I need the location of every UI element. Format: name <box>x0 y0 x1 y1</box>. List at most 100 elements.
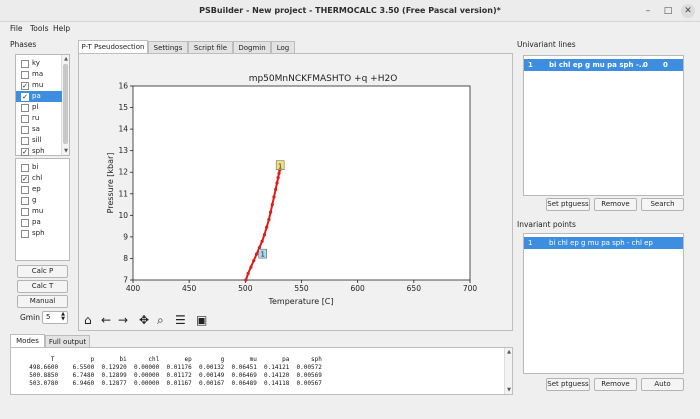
phase-item-b-bi-checkbox[interactable] <box>21 164 29 172</box>
phase-item-mu-checkbox[interactable]: ✓ <box>21 82 29 90</box>
gmin-spinbox[interactable]: 5 ▲ ▼ <box>42 311 68 324</box>
data-point <box>260 239 264 243</box>
scroll-up-icon[interactable]: ▲ <box>64 56 68 62</box>
phase-item-b-chl[interactable]: ✓ chl <box>16 173 69 184</box>
phase-item-b-chl-checkbox[interactable]: ✓ <box>21 175 29 183</box>
invariant-row[interactable]: 1 bi chl ep g mu pa sph - chl ep <box>524 237 683 249</box>
phases-list-top[interactable]: ▲ ▼ ky ma ✓ mu ✓ pa pl ru sa sill ✓ sph <box>15 54 70 156</box>
phase-item-ma-checkbox[interactable] <box>21 71 29 79</box>
output-scroll-down-icon[interactable]: ▼ <box>507 387 511 393</box>
phase-item-label: ru <box>32 114 40 122</box>
scroll-thumb[interactable] <box>63 64 68 144</box>
home-icon[interactable]: ⌂ <box>84 313 92 327</box>
data-point <box>244 278 248 282</box>
phase-item-sill-checkbox[interactable] <box>21 137 29 145</box>
univariant-list[interactable]: 1 bi chl ep g mu pa sph -... 0 0 <box>523 55 684 196</box>
phase-item-sill[interactable]: sill <box>16 135 62 146</box>
phase-item-b-label: pa <box>32 218 41 226</box>
phase-item-sa[interactable]: sa <box>16 124 62 135</box>
close-button[interactable]: ✕ <box>681 4 695 18</box>
phases-scrollbar[interactable]: ▲ ▼ <box>61 55 69 155</box>
save-icon[interactable]: ▣ <box>196 313 208 327</box>
phase-item-mu[interactable]: ✓ mu <box>16 80 62 91</box>
menu-bar: File Tools Help <box>0 22 700 36</box>
calc-p-button[interactable]: Calc P <box>17 265 68 278</box>
scroll-down-icon[interactable]: ▼ <box>64 148 68 154</box>
invariant-name: bi chl ep g mu pa sph - chl ep <box>549 239 653 247</box>
pan-icon[interactable]: ✥ <box>139 313 150 327</box>
phases-label: Phases <box>10 40 37 49</box>
phase-item-b-sph-checkbox[interactable] <box>21 230 29 238</box>
phase-item-b-mu[interactable]: mu <box>16 206 69 217</box>
data-point <box>274 187 278 192</box>
phase-item-pl[interactable]: pl <box>16 102 62 113</box>
tab-pt-pseudosection[interactable]: P-T Pseudosection <box>78 40 148 54</box>
phase-item-ru[interactable]: ru <box>16 113 62 124</box>
phases-list-bottom[interactable]: bi ✓ chl ep g mu pa sph <box>15 158 70 261</box>
univariant-search-button[interactable]: Search <box>641 198 684 211</box>
y-tick-label: 13 <box>118 146 128 155</box>
plot-area[interactable] <box>132 85 471 281</box>
tab-dogmin[interactable]: Dogmin <box>233 41 271 54</box>
configure-icon[interactable]: ☰ <box>175 313 186 327</box>
invariant-remove-button[interactable]: Remove <box>594 378 637 391</box>
phase-item-pl-checkbox[interactable] <box>21 104 29 112</box>
univariant-remove-button[interactable]: Remove <box>594 198 637 211</box>
annotation-label: 1 <box>261 251 265 259</box>
phase-item-sa-checkbox[interactable] <box>21 126 29 134</box>
phase-item-b-ep-checkbox[interactable] <box>21 186 29 194</box>
output-scrollbar[interactable]: ▲ ▼ <box>504 348 512 394</box>
phase-item-b-mu-checkbox[interactable] <box>21 208 29 216</box>
phase-item-b-label: ep <box>32 185 41 193</box>
tab-settings[interactable]: Settings <box>148 41 188 54</box>
data-point <box>275 181 279 185</box>
gmin-value: 5 <box>46 313 51 321</box>
data-point <box>257 246 261 250</box>
x-tick-label: 600 <box>351 284 366 293</box>
menu-tools[interactable]: Tools <box>30 24 49 33</box>
calc-t-button[interactable]: Calc T <box>17 280 68 293</box>
back-icon[interactable]: ← <box>101 313 112 327</box>
invariant-label: Invariant points <box>517 220 576 229</box>
tab-log[interactable]: Log <box>271 41 295 54</box>
invariant-list[interactable]: 1 bi chl ep g mu pa sph - chl ep <box>523 233 684 374</box>
manual-button[interactable]: Manual <box>17 295 68 308</box>
phase-item-sph[interactable]: ✓ sph <box>16 146 62 157</box>
phase-item-b-pa-checkbox[interactable] <box>21 219 29 227</box>
invariant-set-ptguess-button[interactable]: Set ptguess <box>546 378 590 391</box>
invariant-auto-button[interactable]: Auto <box>641 378 684 391</box>
univariant-set-ptguess-button[interactable]: Set ptguess <box>546 198 590 211</box>
tab-full-output[interactable]: Full output <box>45 335 90 348</box>
spin-arrows-icon[interactable]: ▲ ▼ <box>61 311 65 322</box>
phase-item-b-g-checkbox[interactable] <box>21 197 29 205</box>
phase-item-ru-checkbox[interactable] <box>21 115 29 123</box>
minimize-button[interactable]: – <box>645 6 651 16</box>
phase-item-pa-checkbox[interactable]: ✓ <box>21 93 29 101</box>
phase-item-b-ep[interactable]: ep <box>16 184 69 195</box>
y-tick-label: 8 <box>123 254 128 263</box>
tab-modes[interactable]: Modes <box>10 334 45 348</box>
phase-item-b-pa[interactable]: pa <box>16 217 69 228</box>
y-tick-label: 7 <box>123 276 128 285</box>
y-tick-label: 12 <box>118 168 128 177</box>
phase-item-pa[interactable]: ✓ pa <box>16 91 62 102</box>
univariant-row[interactable]: 1 bi chl ep g mu pa sph -... 0 0 <box>524 59 683 71</box>
phase-item-ky[interactable]: ky <box>16 58 62 69</box>
pt-chart[interactable]: mp50MnNCKFMASHTO +q +H2O 400 450 500 550 600… <box>79 54 512 312</box>
phase-item-b-label: g <box>32 196 37 204</box>
phase-item-ma[interactable]: ma <box>16 69 62 80</box>
menu-help[interactable]: Help <box>53 24 71 33</box>
phase-item-b-bi[interactable]: bi <box>16 162 69 173</box>
phase-item-ky-checkbox[interactable] <box>21 60 29 68</box>
phase-item-b-sph[interactable]: sph <box>16 228 69 239</box>
menu-file[interactable]: File <box>10 24 23 33</box>
zoom-icon[interactable]: ⌕ <box>157 313 164 327</box>
univariant-col1: 0 <box>643 61 648 69</box>
output-scroll-up-icon[interactable]: ▲ <box>507 349 511 355</box>
forward-icon[interactable]: → <box>118 313 129 327</box>
tab-script-file[interactable]: Script file <box>188 41 233 54</box>
phase-item-sph-checkbox[interactable]: ✓ <box>21 148 29 156</box>
phase-item-b-g[interactable]: g <box>16 195 69 206</box>
maximize-button[interactable]: □ <box>663 6 673 16</box>
univariant-col2: 0 <box>663 61 668 69</box>
